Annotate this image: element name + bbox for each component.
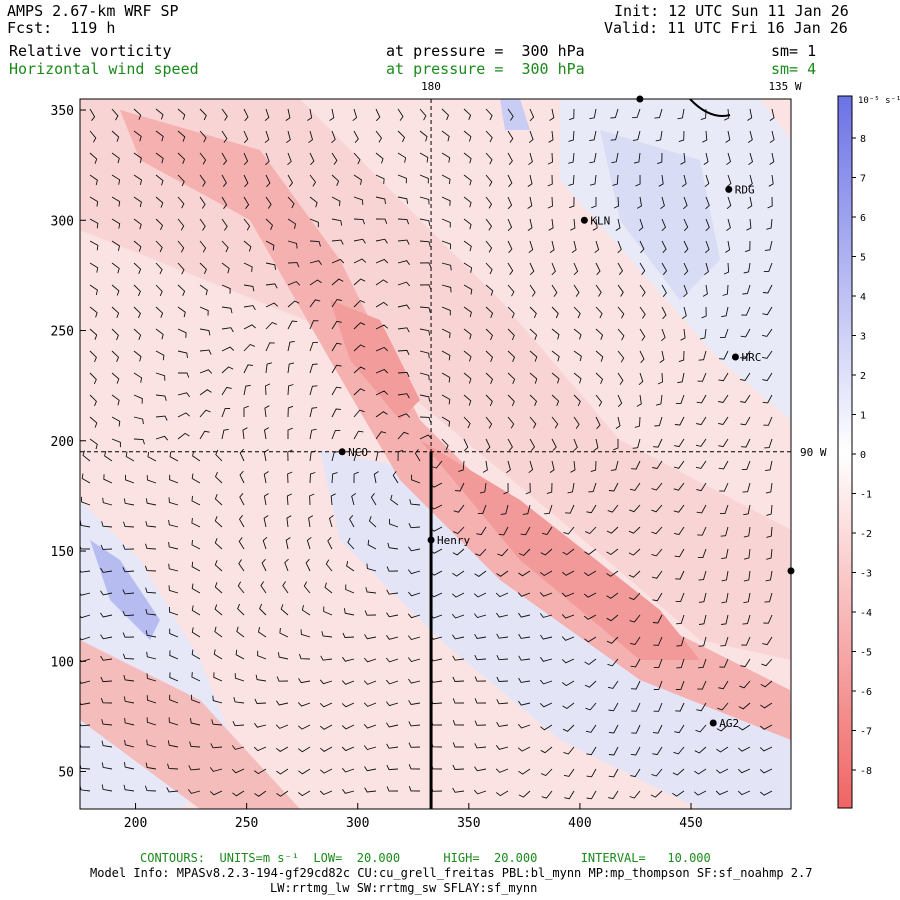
field2-name: Horizontal wind speed — [9, 60, 199, 78]
station-dot — [580, 216, 588, 224]
colorbar-label: -6 — [860, 687, 872, 698]
colorbar-label: 0 — [860, 450, 866, 461]
x-tick-label: 250 — [235, 816, 258, 831]
colorbar-label: 3 — [860, 332, 866, 343]
y-tick-label: 150 — [51, 545, 74, 560]
station-dot — [427, 536, 435, 544]
colorbar-label: -2 — [860, 529, 872, 540]
y-tick-label: 350 — [51, 104, 74, 119]
colorbar-label: 4 — [860, 292, 866, 303]
field2-smoothing: sm= 4 — [771, 60, 817, 78]
station-label: RDG — [735, 183, 755, 196]
station-markers: KLN RDG HRC NCO Henry AG2 — [338, 95, 795, 730]
colorbar-label: 2 — [860, 371, 866, 382]
colorbar-label: -4 — [860, 608, 872, 619]
lon-135w-label: 135 W — [768, 80, 801, 93]
init-time: Init: 12 UTC Sun 11 Jan 26 — [614, 2, 849, 20]
forecast-hour: Fcst: 119 h — [7, 19, 116, 37]
colorbar-label: -5 — [860, 648, 872, 659]
field2-level: at pressure = 300 hPa — [386, 60, 585, 78]
x-tick-label: 450 — [679, 816, 702, 831]
wind-barbs — [80, 108, 775, 800]
x-tick-label: 200 — [124, 816, 147, 831]
model-info-2: LW:rrtmg_lw SW:rrtmg_sw SFLAY:sf_mynn — [270, 881, 538, 895]
contours-info: CONTOURS: UNITS=m s⁻¹ LOW= 20.000 HIGH= … — [140, 851, 711, 865]
y-tick-label: 300 — [51, 214, 74, 229]
colorbar: 8 7 6 5 4 3 2 1 0 -1 -2 -3 -4 -5 -6 -7 -8 10⁻⁵ s⁻¹ — [837, 95, 900, 809]
y-tick-label: 100 — [51, 655, 74, 670]
y-tick-label: 250 — [51, 325, 74, 340]
field1-smoothing: sm= 1 — [771, 42, 817, 60]
colorbar-unit: 10⁻⁵ s⁻¹ — [858, 96, 900, 106]
colorbar-label: -8 — [860, 766, 872, 777]
station-label: HRC — [741, 351, 761, 364]
lon-90w-label: 90 W — [800, 446, 827, 459]
station-dot — [731, 353, 739, 361]
y-tick-label: 50 — [58, 766, 74, 781]
colorbar-label: 1 — [860, 411, 866, 422]
x-tick-label: 400 — [568, 816, 591, 831]
colorbar-label: 6 — [860, 213, 866, 224]
station-label: AG2 — [719, 717, 739, 730]
station-label: NCO — [348, 446, 368, 459]
field1-level: at pressure = 300 hPa — [386, 42, 585, 60]
station-dot — [338, 448, 346, 456]
x-tick-label: 300 — [346, 816, 369, 831]
station-label: KLN — [590, 214, 610, 227]
model-title: AMPS 2.67-km WRF SP — [7, 2, 179, 20]
colorbar-label: 5 — [860, 253, 866, 264]
plot-frame — [79, 98, 792, 810]
colorbar-label: -7 — [860, 727, 872, 738]
field1-name: Relative vorticity — [9, 42, 172, 60]
lon-180-label: 180 — [421, 80, 441, 93]
colorbar-label: -1 — [860, 490, 872, 501]
station-dot — [709, 719, 717, 727]
valid-time: Valid: 11 UTC Fri 16 Jan 26 — [604, 19, 848, 37]
x-tick-label: 350 — [457, 816, 480, 831]
colorbar-label: 7 — [860, 174, 866, 185]
station-dot — [725, 185, 733, 193]
colorbar-label: 8 — [860, 134, 866, 145]
crosshair — [80, 99, 791, 809]
axis-ticks: 200 250 300 350 400 450 50 100 150 200 250 300 350 — [51, 104, 703, 831]
station-label: Henry — [437, 534, 470, 547]
colorbar-label: -3 — [860, 569, 872, 580]
y-tick-label: 200 — [51, 435, 74, 450]
model-info: Model Info: MPASv8.2.3-194-gf29cd82c CU:… — [90, 866, 813, 880]
vorticity-field — [80, 99, 791, 809]
